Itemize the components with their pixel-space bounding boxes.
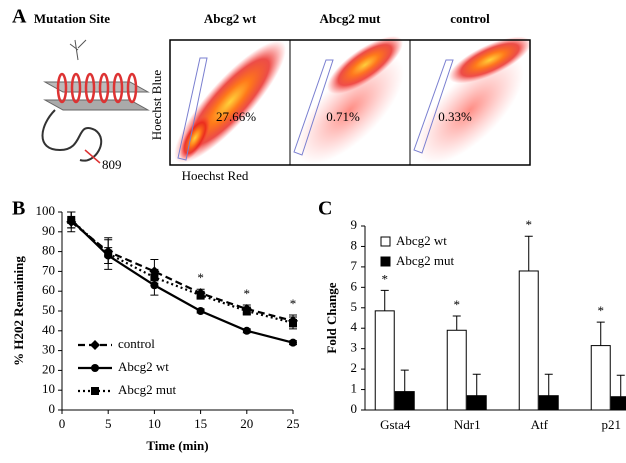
x-axis-label: Time (min)	[146, 438, 208, 453]
error-bar	[380, 289, 389, 311]
significance-mark: *	[290, 296, 297, 311]
x-tick-label: p21	[601, 417, 621, 432]
series-line	[70, 221, 294, 322]
significance-mark: *	[597, 303, 604, 318]
bar	[610, 396, 626, 411]
x-tick-label: 25	[287, 416, 300, 431]
error-bar	[400, 369, 409, 392]
marker	[289, 338, 297, 347]
protein-diagram: 809	[41, 39, 150, 172]
y-axis-label: % H202 Remaining	[11, 256, 26, 366]
series-line	[70, 219, 294, 324]
marker	[196, 307, 205, 315]
significance-mark: *	[244, 286, 251, 301]
legend-label: Abcg2 mut	[118, 382, 177, 397]
y-tick-label: 9	[351, 217, 358, 232]
flow-percent: 27.66%	[216, 109, 256, 124]
flow-title: Abcg2 mut	[319, 11, 381, 26]
marker	[242, 326, 251, 335]
y-axis-label: Fold Change	[324, 282, 339, 353]
x-tick-label: 20	[240, 416, 253, 431]
y-tick-label: 6	[351, 278, 358, 293]
flow-title: control	[450, 11, 490, 26]
marker	[242, 307, 251, 315]
marker	[91, 387, 99, 395]
panel-label: B	[12, 198, 25, 220]
bar	[446, 329, 467, 411]
panel-label: A	[12, 6, 27, 28]
y-tick-label: 0	[49, 401, 56, 416]
y-tick-label: 30	[42, 342, 55, 357]
error-bar	[596, 321, 605, 346]
legend-label: Abcg2 wt	[118, 359, 169, 374]
y-tick-label: 60	[42, 282, 55, 297]
panel-label: C	[318, 198, 332, 220]
error-bar	[472, 373, 481, 396]
y-tick-label: 40	[42, 322, 55, 337]
marker	[150, 273, 159, 282]
legend-label: Abcg2 mut	[396, 253, 455, 268]
y-tick-label: 50	[42, 302, 55, 317]
flow-title: Abcg2 wt	[204, 11, 257, 26]
residue-label: 809	[102, 157, 122, 172]
flow-x-label: Hoechst Red	[182, 168, 249, 183]
y-tick-label: 10	[42, 381, 55, 396]
error-bar	[452, 315, 461, 331]
marker	[90, 340, 100, 350]
y-tick-label: 20	[42, 361, 55, 376]
y-tick-label: 4	[351, 319, 358, 334]
flow-percent: 0.71%	[326, 109, 360, 124]
y-tick-label: 7	[351, 258, 358, 273]
x-tick-label: Gsta4	[380, 417, 411, 432]
y-tick-label: 8	[351, 237, 358, 252]
y-tick-label: 90	[42, 223, 55, 238]
error-bar	[544, 373, 553, 396]
bar	[590, 345, 611, 411]
x-tick-label: 10	[148, 416, 161, 431]
flow-y-label: Hoechst Blue	[149, 70, 164, 141]
bar	[374, 310, 395, 411]
flow-plots	[169, 36, 532, 166]
flow-percent: 0.33%	[438, 109, 472, 124]
x-tick-label: Atf	[531, 417, 549, 432]
series-line	[70, 219, 294, 344]
y-tick-label: 2	[351, 360, 358, 375]
bar	[538, 395, 559, 411]
significance-mark: *	[525, 217, 532, 232]
x-tick-label: 5	[105, 416, 112, 431]
legend-label: control	[118, 336, 155, 351]
y-tick-label: 80	[42, 243, 55, 258]
legend-swatch	[380, 236, 391, 247]
significance-mark: *	[453, 297, 460, 312]
x-tick-label: Ndr1	[454, 417, 481, 432]
marker	[289, 318, 297, 327]
y-tick-label: 70	[42, 262, 55, 277]
y-tick-label: 0	[351, 401, 358, 416]
significance-mark: *	[381, 271, 388, 286]
marker	[196, 291, 205, 300]
error-bar	[616, 374, 625, 397]
y-tick-label: 1	[351, 381, 358, 396]
legend-swatch	[380, 256, 391, 267]
bar	[394, 391, 415, 411]
marker	[91, 364, 99, 372]
error-bar	[524, 235, 533, 271]
x-tick-label: 15	[194, 416, 207, 431]
y-tick-label: 5	[351, 299, 358, 314]
diagram-title: Mutation Site	[34, 11, 110, 26]
y-tick-label: 100	[36, 203, 56, 218]
marker	[67, 215, 76, 224]
y-tick-label: 3	[351, 340, 358, 355]
x-tick-label: 0	[59, 416, 66, 431]
bar	[518, 270, 539, 411]
legend-label: Abcg2 wt	[396, 233, 447, 248]
marker	[104, 249, 113, 258]
significance-mark: *	[197, 270, 204, 285]
bar	[466, 395, 487, 411]
